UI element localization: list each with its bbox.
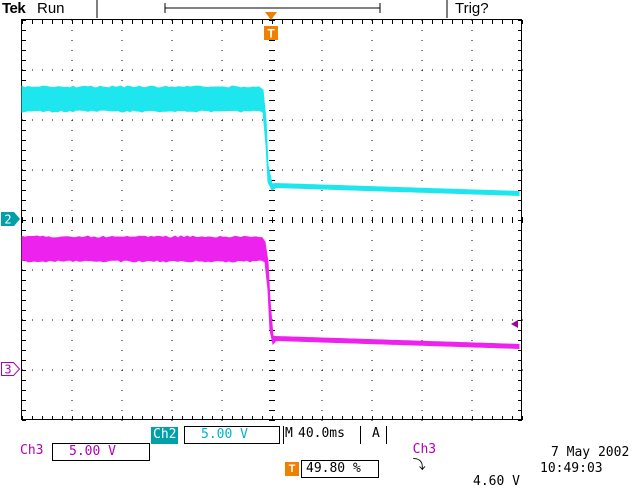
ch2-ground-marker: 2 bbox=[1, 212, 20, 227]
header-ticks bbox=[96, 0, 448, 18]
trigger-source-group[interactable]: Ch3 ⤵ 4.60 V bbox=[386, 426, 524, 489]
graticule-frame bbox=[21, 19, 522, 420]
falling-edge-icon: ⤵ bbox=[412, 458, 426, 473]
date: 7 May 2002 bbox=[551, 445, 630, 460]
scope-screen: T 2 3 bbox=[1, 0, 523, 421]
ch2-scale[interactable]: 5.00 V bbox=[184, 426, 280, 444]
trigger-marker-label: T bbox=[267, 27, 275, 41]
trigger-position[interactable]: 49.80 % bbox=[301, 460, 379, 478]
readout-divider bbox=[360, 426, 372, 444]
ch2-waveform bbox=[21, 85, 520, 196]
trigger-source: Ch3 bbox=[412, 442, 437, 457]
record-bar bbox=[164, 3, 381, 13]
trigger-level: 4.60 V bbox=[473, 474, 520, 489]
trigger-level-marker bbox=[511, 320, 518, 328]
timebase-prefix: M bbox=[283, 426, 297, 444]
ch3-ground-label: 3 bbox=[4, 363, 11, 377]
ch3-scale[interactable]: 5.00 V bbox=[52, 443, 150, 461]
ch2-ground-label: 2 bbox=[4, 213, 11, 227]
trigger-position-icon: T bbox=[285, 462, 299, 476]
ch3-label[interactable]: Ch3 bbox=[20, 443, 44, 458]
trigger-status: Trig? bbox=[455, 0, 489, 17]
time: 10:49:03 bbox=[540, 461, 603, 476]
trigger-position-marker: T bbox=[264, 12, 278, 41]
graticule-grid bbox=[22, 20, 523, 421]
trigger-mode: A bbox=[372, 426, 380, 441]
ch3-waveform bbox=[21, 235, 520, 349]
acquisition-status: Run bbox=[37, 0, 65, 17]
ch3-ground-marker: 3 bbox=[1, 362, 21, 377]
brand-logo: Tek bbox=[2, 0, 26, 17]
ch2-label[interactable]: Ch2 bbox=[151, 427, 179, 444]
timebase[interactable]: 40.0ms bbox=[298, 426, 345, 441]
